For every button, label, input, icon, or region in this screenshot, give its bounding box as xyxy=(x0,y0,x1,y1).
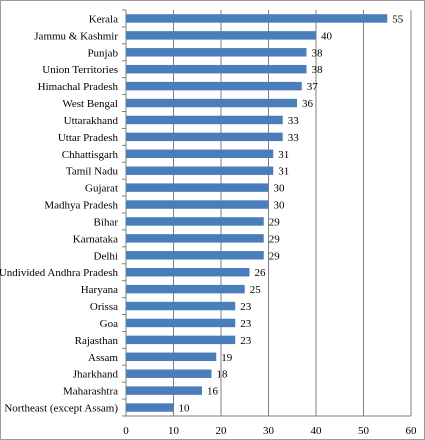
bar-17 xyxy=(126,301,236,311)
value-label-3: 38 xyxy=(312,64,324,76)
category-label-5: West Bengal xyxy=(62,98,118,110)
bar-16 xyxy=(126,284,245,294)
value-label-0: 55 xyxy=(392,13,404,25)
value-label-13: 29 xyxy=(269,233,281,245)
category-label-16: Haryana xyxy=(81,284,118,296)
bar-11 xyxy=(126,200,269,209)
category-label-8: Chhattisgarh xyxy=(62,149,119,161)
bar-10 xyxy=(126,183,269,192)
bar-8 xyxy=(126,149,274,159)
bar-18 xyxy=(126,318,236,328)
bar-15 xyxy=(126,267,250,277)
value-label-9: 31 xyxy=(278,166,289,178)
category-label-12: Bihar xyxy=(94,216,119,228)
category-label-0: Kerala xyxy=(89,13,118,25)
category-label-13: Karnataka xyxy=(73,233,118,245)
category-label-23: Northeast (except Assam) xyxy=(4,403,118,415)
value-label-23: 10 xyxy=(179,403,191,415)
value-label-12: 29 xyxy=(269,216,281,228)
category-label-15: Undivided Andhra Pradesh xyxy=(0,267,118,279)
bar-13 xyxy=(126,234,264,243)
category-label-4: Himachal Pradesh xyxy=(38,81,119,93)
value-label-22: 16 xyxy=(207,386,219,398)
x-tick-label-30: 30 xyxy=(263,425,275,437)
value-label-17: 23 xyxy=(240,301,252,313)
bar-6 xyxy=(126,115,283,125)
value-label-4: 37 xyxy=(307,81,319,93)
value-label-8: 31 xyxy=(278,149,289,161)
category-label-18: Goa xyxy=(100,318,118,330)
value-label-6: 33 xyxy=(288,115,300,127)
category-label-6: Uttarakhand xyxy=(64,115,119,127)
bar-12 xyxy=(126,217,264,226)
bar-19 xyxy=(126,335,236,345)
x-tick-label-10: 10 xyxy=(168,425,180,437)
category-label-11: Madhya Pradesh xyxy=(44,200,118,212)
value-label-18: 23 xyxy=(240,318,252,330)
category-label-9: Tamil Nadu xyxy=(66,166,119,178)
category-label-1: Jammu & Kashmir xyxy=(34,30,118,42)
value-label-16: 25 xyxy=(250,284,262,296)
bar-0 xyxy=(126,14,388,23)
category-label-14: Delhi xyxy=(94,250,118,262)
value-label-11: 30 xyxy=(274,200,286,212)
category-label-2: Punjab xyxy=(87,47,118,59)
bar-3 xyxy=(126,64,307,74)
category-label-22: Maharashtra xyxy=(63,386,118,398)
category-label-19: Rajasthan xyxy=(75,335,119,347)
value-label-20: 19 xyxy=(221,352,233,364)
value-label-1: 40 xyxy=(321,30,333,42)
category-label-21: Jharkhand xyxy=(73,369,119,381)
x-tick-label-0: 0 xyxy=(123,425,129,437)
bar-7 xyxy=(126,132,283,142)
value-label-2: 38 xyxy=(312,47,324,59)
category-label-20: Assam xyxy=(88,352,118,364)
bar-1 xyxy=(126,31,316,40)
bar-5 xyxy=(126,98,297,108)
bar-14 xyxy=(126,251,264,260)
bar-23 xyxy=(126,403,174,412)
x-tick-label-40: 40 xyxy=(311,425,323,437)
x-tick-label-20: 20 xyxy=(216,425,228,437)
value-label-14: 29 xyxy=(269,250,281,262)
category-label-7: Uttar Pradesh xyxy=(58,132,119,144)
value-label-5: 36 xyxy=(302,98,314,110)
value-label-21: 18 xyxy=(217,369,229,381)
value-label-15: 26 xyxy=(255,267,267,279)
x-tick-label-50: 50 xyxy=(358,425,370,437)
bar-21 xyxy=(126,369,212,378)
bar-2 xyxy=(126,48,307,57)
category-label-3: Union Territories xyxy=(42,64,118,76)
category-label-17: Orissa xyxy=(90,301,118,313)
bar-20 xyxy=(126,352,217,362)
value-label-7: 33 xyxy=(288,132,300,144)
category-label-10: Gujarat xyxy=(85,183,118,195)
bar-9 xyxy=(126,166,274,175)
bar-4 xyxy=(126,81,302,91)
value-label-10: 30 xyxy=(274,183,286,195)
bar-22 xyxy=(126,386,202,395)
x-tick-label-60: 60 xyxy=(406,425,418,437)
value-label-19: 23 xyxy=(240,335,252,347)
